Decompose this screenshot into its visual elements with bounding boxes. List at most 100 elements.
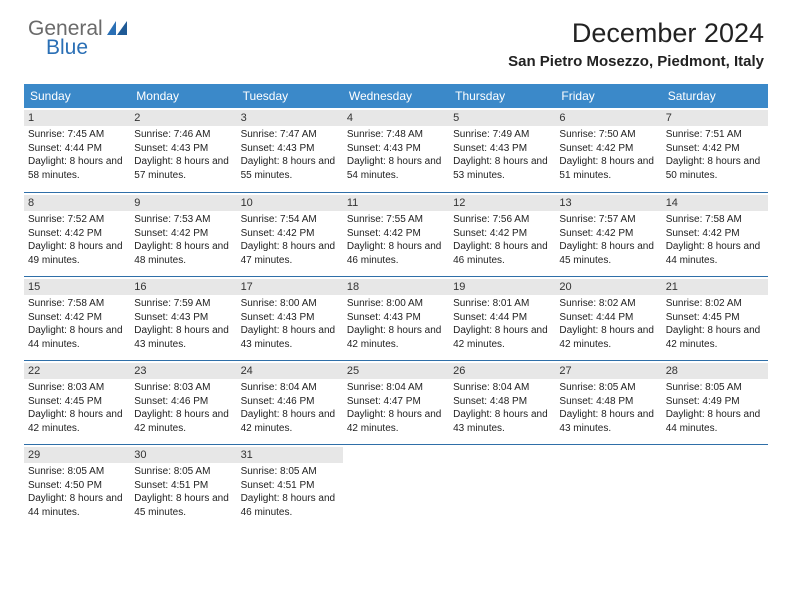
sunset-line: Sunset: 4:42 PM [241,227,339,241]
daylight-line: Daylight: 8 hours and 44 minutes. [28,492,126,519]
sunrise-line: Sunrise: 8:02 AM [666,297,764,311]
daylight-line: Daylight: 8 hours and 54 minutes. [347,155,445,182]
weekday-header: Tuesday [237,84,343,108]
calendar-day-cell: 25Sunrise: 8:04 AMSunset: 4:47 PMDayligh… [343,360,449,444]
calendar-day-cell: 12Sunrise: 7:56 AMSunset: 4:42 PMDayligh… [449,192,555,276]
sunset-line: Sunset: 4:42 PM [666,142,764,156]
daylight-line: Daylight: 8 hours and 44 minutes. [666,408,764,435]
day-number: 3 [237,110,343,126]
sunset-line: Sunset: 4:43 PM [453,142,551,156]
day-details: Sunrise: 7:53 AMSunset: 4:42 PMDaylight:… [134,213,232,267]
month-title: December 2024 [508,18,764,49]
logo-sail-icon [107,21,127,35]
day-number: 28 [662,363,768,379]
daylight-line: Daylight: 8 hours and 51 minutes. [559,155,657,182]
calendar-empty-cell [662,444,768,528]
title-block: December 2024 San Pietro Mosezzo, Piedmo… [508,18,764,70]
calendar-day-cell: 28Sunrise: 8:05 AMSunset: 4:49 PMDayligh… [662,360,768,444]
sunrise-line: Sunrise: 7:46 AM [134,128,232,142]
day-details: Sunrise: 7:47 AMSunset: 4:43 PMDaylight:… [241,128,339,182]
day-number: 26 [449,363,555,379]
sunset-line: Sunset: 4:42 PM [559,142,657,156]
sunset-line: Sunset: 4:42 PM [28,311,126,325]
calendar-day-cell: 2Sunrise: 7:46 AMSunset: 4:43 PMDaylight… [130,108,236,192]
sunrise-line: Sunrise: 8:05 AM [241,465,339,479]
daylight-line: Daylight: 8 hours and 46 minutes. [453,240,551,267]
sunrise-line: Sunrise: 8:04 AM [453,381,551,395]
sunrise-line: Sunrise: 7:57 AM [559,213,657,227]
sunrise-line: Sunrise: 8:04 AM [241,381,339,395]
day-details: Sunrise: 8:03 AMSunset: 4:46 PMDaylight:… [134,381,232,435]
weekday-header: Wednesday [343,84,449,108]
calendar-day-cell: 29 Sunrise: 8:05 AMSunset: 4:50 PMDayligh… [24,444,130,528]
day-details: Sunrise: 7:57 AMSunset: 4:42 PMDaylight:… [559,213,657,267]
daylight-line: Daylight: 8 hours and 43 minutes. [241,324,339,351]
sunset-line: Sunset: 4:43 PM [241,311,339,325]
sunset-line: Sunset: 4:47 PM [347,395,445,409]
weekday-header: Saturday [662,84,768,108]
weekday-header: Friday [555,84,661,108]
calendar-day-cell: 20 Sunrise: 8:02 AMSunset: 4:44 PMDayligh… [555,276,661,360]
sunrise-line: Sunrise: 7:45 AM [28,128,126,142]
day-number: 21 [662,279,768,295]
day-number: 8 [24,195,130,211]
daylight-line: Daylight: 8 hours and 44 minutes. [666,240,764,267]
calendar-day-cell: 14Sunrise: 7:58 AMSunset: 4:42 PMDayligh… [662,192,768,276]
sunset-line: Sunset: 4:51 PM [241,479,339,493]
day-number: 29 [24,447,130,463]
daylight-line: Daylight: 8 hours and 48 minutes. [134,240,232,267]
calendar-week-row: 1Sunrise: 7:45 AMSunset: 4:44 PMDaylight… [24,108,768,192]
day-number: 19 [449,279,555,295]
sunset-line: Sunset: 4:43 PM [134,142,232,156]
sunset-line: Sunset: 4:42 PM [134,227,232,241]
sunset-line: Sunset: 4:44 PM [28,142,126,156]
sunrise-line: Sunrise: 7:55 AM [347,213,445,227]
daylight-line: Daylight: 8 hours and 44 minutes. [28,324,126,351]
calendar-day-cell: 8Sunrise: 7:52 AMSunset: 4:42 PMDaylight… [24,192,130,276]
sunrise-line: Sunrise: 7:47 AM [241,128,339,142]
day-details: Sunrise: 8:00 AMSunset: 4:43 PMDaylight:… [347,297,445,351]
daylight-line: Daylight: 8 hours and 42 minutes. [347,324,445,351]
calendar-empty-cell [343,444,449,528]
day-number: 30 [130,447,236,463]
daylight-line: Daylight: 8 hours and 42 minutes. [666,324,764,351]
sunset-line: Sunset: 4:43 PM [347,142,445,156]
day-details: Sunrise: 7:56 AMSunset: 4:42 PMDaylight:… [453,213,551,267]
calendar-day-cell: 31Sunrise: 8:05 AMSunset: 4:51 PMDayligh… [237,444,343,528]
calendar-day-cell: 30Sunrise: 8:05 AMSunset: 4:51 PMDayligh… [130,444,236,528]
day-details: Sunrise: 8:02 AMSunset: 4:44 PMDaylight:… [559,297,657,351]
calendar-day-cell: 21Sunrise: 8:02 AMSunset: 4:45 PMDayligh… [662,276,768,360]
day-details: Sunrise: 7:58 AMSunset: 4:42 PMDaylight:… [666,213,764,267]
sunrise-line: Sunrise: 7:56 AM [453,213,551,227]
calendar-day-cell: 7Sunrise: 7:51 AMSunset: 4:42 PMDaylight… [662,108,768,192]
day-details: Sunrise: 8:00 AMSunset: 4:43 PMDaylight:… [241,297,339,351]
weekday-header: Sunday [24,84,130,108]
day-number: 20 [555,279,661,295]
sunset-line: Sunset: 4:43 PM [241,142,339,156]
sunrise-line: Sunrise: 8:00 AM [241,297,339,311]
day-number: 23 [130,363,236,379]
weekday-header: Thursday [449,84,555,108]
calendar-table: SundayMondayTuesdayWednesdayThursdayFrid… [24,84,768,528]
day-number: 17 [237,279,343,295]
sunrise-line: Sunrise: 7:59 AM [134,297,232,311]
daylight-line: Daylight: 8 hours and 42 minutes. [134,408,232,435]
day-number: 6 [555,110,661,126]
sunset-line: Sunset: 4:43 PM [347,311,445,325]
day-details: Sunrise: 8:05 AMSunset: 4:50 PMDaylight:… [28,465,126,519]
calendar-day-cell: 19Sunrise: 8:01 AMSunset: 4:44 PMDayligh… [449,276,555,360]
day-number: 27 [555,363,661,379]
daylight-line: Daylight: 8 hours and 55 minutes. [241,155,339,182]
sunrise-line: Sunrise: 8:03 AM [28,381,126,395]
day-details: Sunrise: 8:04 AMSunset: 4:46 PMDaylight:… [241,381,339,435]
sunrise-line: Sunrise: 8:02 AM [559,297,657,311]
calendar-day-cell: 22Sunrise: 8:03 AMSunset: 4:45 PMDayligh… [24,360,130,444]
sunset-line: Sunset: 4:46 PM [241,395,339,409]
sunrise-line: Sunrise: 8:00 AM [347,297,445,311]
daylight-line: Daylight: 8 hours and 42 minutes. [241,408,339,435]
day-number: 24 [237,363,343,379]
sunrise-line: Sunrise: 8:03 AM [134,381,232,395]
calendar-header-row: SundayMondayTuesdayWednesdayThursdayFrid… [24,84,768,108]
sunset-line: Sunset: 4:50 PM [28,479,126,493]
sunset-line: Sunset: 4:48 PM [559,395,657,409]
